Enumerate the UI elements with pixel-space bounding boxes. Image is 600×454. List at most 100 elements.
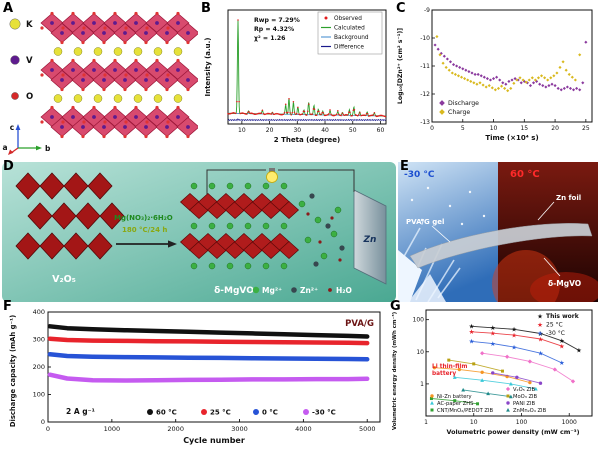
svg-text:PANI ZIB: PANI ZIB	[513, 401, 535, 407]
svg-text:Discharge: Discharge	[448, 100, 479, 107]
svg-text:Volumetric power density (mW c: Volumetric power density (mW cm⁻³)	[446, 428, 579, 436]
panel-label-f: F	[3, 299, 12, 314]
svg-text:4000: 4000	[295, 425, 312, 433]
svg-text:Volumetric energy density (mWh: Volumetric energy density (mWh cm⁻³)	[391, 312, 398, 430]
svg-text:H₂O: H₂O	[336, 286, 352, 295]
svg-text:★: ★	[576, 347, 582, 355]
svg-text:a: a	[2, 143, 7, 152]
svg-text:★: ★	[559, 359, 565, 367]
svg-text:Mg²⁺: Mg²⁺	[262, 286, 282, 295]
svg-text:★: ★	[511, 343, 517, 351]
svg-text:Mg(NO₃)₂·6H₂O: Mg(NO₃)₂·6H₂O	[114, 214, 173, 222]
svg-text:c: c	[10, 123, 14, 132]
svg-text:40: 40	[321, 127, 329, 134]
svg-text:Rwp = 7.29%: Rwp = 7.29%	[254, 17, 300, 24]
svg-text:5000: 5000	[359, 425, 376, 433]
svg-text:300: 300	[33, 336, 45, 344]
panel-label-d: D	[3, 159, 14, 174]
panel-c-diffusion-chart: 0 5 10 15 20 25 -9 -10 -11 -12 -13 Time (×10⁴ s) Log…	[397, 7, 593, 142]
svg-text:Rp = 4.32%: Rp = 4.32%	[254, 26, 294, 33]
svg-text:Calculated: Calculated	[334, 26, 365, 32]
svg-text:Zn: Zn	[363, 235, 377, 245]
svg-text:Intensity (a.u.): Intensity (a.u.)	[204, 37, 212, 96]
svg-text:★: ★	[490, 340, 496, 348]
svg-text:1000: 1000	[104, 425, 121, 433]
svg-text:★: ★	[490, 324, 496, 332]
svg-text:Zn²⁺: Zn²⁺	[300, 286, 318, 295]
svg-text:★: ★	[559, 337, 565, 345]
svg-text:-10: -10	[420, 35, 430, 42]
svg-text:V: V	[26, 56, 33, 66]
svg-text:10: 10	[490, 125, 498, 132]
svg-text:★: ★	[469, 338, 475, 346]
svg-text:V₂O₅ ZIB: V₂O₅ ZIB	[513, 387, 536, 393]
svg-text:★: ★	[559, 342, 565, 350]
svg-text:★: ★	[537, 329, 543, 337]
svg-text:CNT/MnO₂/PEDOT ZIB: CNT/MnO₂/PEDOT ZIB	[437, 408, 493, 414]
svg-text:Log₁₀[DZn²⁺ (cm² s⁻¹)]: Log₁₀[DZn²⁺ (cm² s⁻¹)]	[397, 28, 404, 104]
svg-text:Ni-Zn battery: Ni-Zn battery	[437, 394, 472, 400]
svg-text:-30 °C: -30 °C	[546, 330, 565, 337]
svg-text:20: 20	[266, 127, 274, 134]
panel-d-synthesis-schematic: V₂O₅ Mg(NO₃)₂·6H₂O 180 °C/24 h δ-MgVO Zn Mg²⁺…	[2, 162, 396, 302]
svg-text:O: O	[26, 92, 33, 102]
svg-text:10: 10	[416, 349, 424, 356]
svg-text:-11: -11	[420, 63, 430, 70]
svg-text:★: ★	[538, 350, 544, 358]
svg-text:200: 200	[33, 363, 45, 371]
svg-text:400: 400	[33, 308, 45, 316]
svg-text:Cycle number: Cycle number	[183, 436, 245, 445]
svg-text:0: 0	[46, 425, 50, 433]
svg-text:60: 60	[377, 127, 385, 134]
svg-text:Background: Background	[334, 35, 369, 41]
svg-text:b: b	[45, 144, 51, 153]
svg-text:★: ★	[511, 326, 517, 334]
svg-text:★: ★	[469, 323, 475, 331]
svg-text:2 A g⁻¹: 2 A g⁻¹	[66, 407, 95, 416]
panel-g-ragone-chart: 1 10 100 1000 1 10 100 Volumetric power density…	[391, 309, 593, 436]
svg-text:★: ★	[511, 331, 517, 339]
svg-text:★: ★	[537, 312, 543, 320]
svg-text:V₂O₅: V₂O₅	[52, 274, 76, 285]
svg-text:100: 100	[516, 419, 528, 426]
svg-text:Li thin-film: Li thin-film	[432, 364, 467, 370]
svg-text:1000: 1000	[562, 419, 577, 426]
panel-f-cycling-chart: 0 1000 2000 3000 4000 5000 0 100 200 300 400 Cycle …	[9, 308, 381, 445]
svg-text:15: 15	[520, 125, 528, 132]
panel-label-c: C	[396, 1, 406, 16]
svg-text:3000: 3000	[231, 425, 248, 433]
svg-text:10: 10	[470, 419, 478, 426]
panel-a-crystal-structure: K V Oc b a	[2, 11, 198, 155]
svg-text:1: 1	[424, 419, 428, 426]
svg-text:ZnMn₂O₄ ZIB: ZnMn₂O₄ ZIB	[513, 408, 547, 414]
svg-text:100: 100	[413, 317, 425, 324]
svg-text:100: 100	[33, 391, 45, 399]
svg-text:0: 0	[41, 418, 45, 426]
svg-text:60 °C: 60 °C	[510, 169, 540, 180]
svg-text:AC-paper ZHS: AC-paper ZHS	[437, 401, 473, 407]
svg-text:battery: battery	[432, 371, 456, 377]
svg-text:2 Theta (degree): 2 Theta (degree)	[274, 136, 340, 144]
svg-text:δ-MgVO: δ-MgVO	[548, 279, 581, 288]
svg-text:0: 0	[430, 125, 434, 132]
svg-text:Charge: Charge	[448, 109, 470, 116]
svg-text:PVA/G: PVA/G	[345, 319, 374, 329]
svg-text:10: 10	[238, 127, 246, 134]
panel-label-b: B	[201, 1, 211, 16]
svg-text:0 °C: 0 °C	[262, 409, 278, 417]
svg-text:20: 20	[551, 125, 559, 132]
svg-text:★: ★	[490, 329, 496, 337]
svg-text:30: 30	[293, 127, 301, 134]
svg-text:5: 5	[461, 125, 465, 132]
svg-text:★: ★	[538, 335, 544, 343]
svg-text:★: ★	[538, 330, 544, 338]
panel-label-e: E	[400, 159, 409, 174]
svg-text:1: 1	[420, 381, 424, 388]
svg-text:Discharge capacity (mAh g⁻¹): Discharge capacity (mAh g⁻¹)	[9, 315, 17, 427]
panel-b-xrd-chart: 10 20 30 40 50 60 2 Theta (degree) Intensity (a…	[204, 9, 387, 144]
svg-text:180 °C/24 h: 180 °C/24 h	[122, 226, 167, 234]
svg-text:Difference: Difference	[334, 45, 364, 51]
panel-label-g: G	[390, 299, 401, 314]
svg-text:2000: 2000	[167, 425, 184, 433]
